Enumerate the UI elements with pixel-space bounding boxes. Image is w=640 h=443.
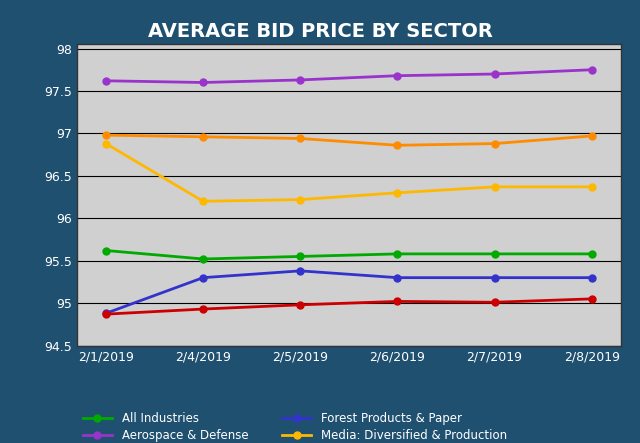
All Industries: [102, 248, 110, 253]
Forest Products & Paper: [588, 275, 595, 280]
Aerospace & Defense: [102, 78, 110, 83]
Utilities: Oil & Gas: (1, 94.9): Oil & Gas: (1, 94.9): [199, 307, 207, 312]
Line: Environmental Industries: Environmental Industries: [102, 132, 595, 149]
Environmental Industries: [588, 133, 595, 139]
Environmental Industries: [102, 132, 110, 138]
Aerospace & Defense: [588, 67, 595, 72]
Media: Diversified & Production: (4, 96.4): Diversified & Production: (4, 96.4): [491, 184, 499, 190]
Forest Products & Paper: [199, 275, 207, 280]
Environmental Industries: [491, 141, 499, 146]
Utilities: Oil & Gas: (0, 94.9): Oil & Gas: (0, 94.9): [102, 311, 110, 317]
Media: Diversified & Production: (3, 96.3): Diversified & Production: (3, 96.3): [394, 190, 401, 195]
Forest Products & Paper: [491, 275, 499, 280]
All Industries: [588, 251, 595, 256]
Environmental Industries: [199, 134, 207, 140]
Line: Utilities: Oil & Gas: Utilities: Oil & Gas: [102, 295, 595, 318]
Aerospace & Defense: [199, 80, 207, 85]
Media: Diversified & Production: (5, 96.4): Diversified & Production: (5, 96.4): [588, 184, 595, 190]
Line: Aerospace & Defense: Aerospace & Defense: [102, 66, 595, 86]
All Industries: [199, 256, 207, 262]
Media: Diversified & Production: (0, 96.9): Diversified & Production: (0, 96.9): [102, 141, 110, 146]
Forest Products & Paper: [296, 268, 304, 273]
Aerospace & Defense: [296, 77, 304, 82]
Media: Diversified & Production: (1, 96.2): Diversified & Production: (1, 96.2): [199, 198, 207, 204]
Utilities: Oil & Gas: (2, 95): Oil & Gas: (2, 95): [296, 302, 304, 307]
Aerospace & Defense: [394, 73, 401, 78]
Environmental Industries: [394, 143, 401, 148]
All Industries: [296, 254, 304, 259]
Line: All Industries: All Industries: [102, 247, 595, 262]
All Industries: [491, 251, 499, 256]
Utilities: Oil & Gas: (4, 95): Oil & Gas: (4, 95): [491, 299, 499, 305]
Line: Forest Products & Paper: Forest Products & Paper: [102, 268, 595, 317]
All Industries: [394, 251, 401, 256]
Text: AVERAGE BID PRICE BY SECTOR: AVERAGE BID PRICE BY SECTOR: [148, 22, 492, 40]
Media: Diversified & Production: (2, 96.2): Diversified & Production: (2, 96.2): [296, 197, 304, 202]
Legend: All Industries, Aerospace & Defense, Environmental Industries, Forest Products &: All Industries, Aerospace & Defense, Env…: [83, 412, 507, 443]
Line: Media: Diversified & Production: Media: Diversified & Production: [102, 140, 595, 205]
Forest Products & Paper: [394, 275, 401, 280]
Forest Products & Paper: [102, 311, 110, 316]
Environmental Industries: [296, 136, 304, 141]
Aerospace & Defense: [491, 71, 499, 77]
Utilities: Oil & Gas: (3, 95): Oil & Gas: (3, 95): [394, 299, 401, 304]
Utilities: Oil & Gas: (5, 95): Oil & Gas: (5, 95): [588, 296, 595, 302]
